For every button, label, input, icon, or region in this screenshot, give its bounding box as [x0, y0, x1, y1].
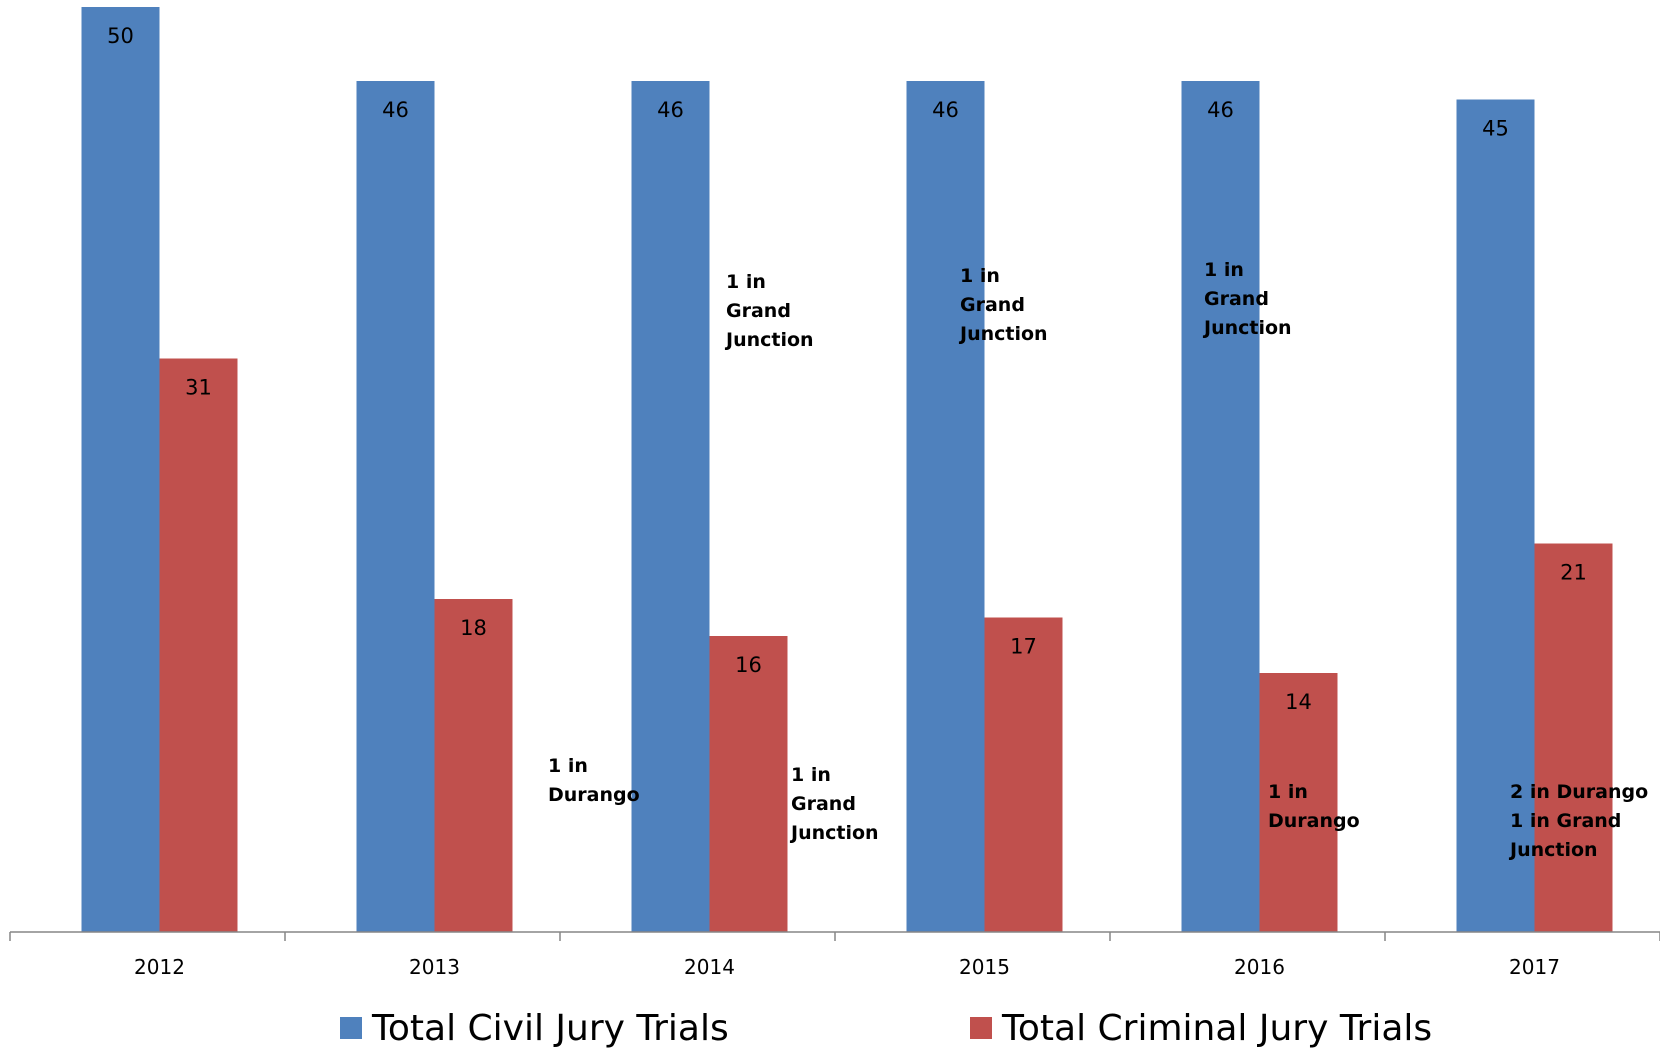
legend-label-civil: Total Civil Jury Trials	[372, 1007, 729, 1049]
civil-value-label-2015: 46	[932, 98, 959, 122]
annotation-line: Junction	[958, 323, 1048, 345]
annotation-line: Grand	[960, 294, 1025, 316]
annotation-line: 1 in	[726, 271, 766, 293]
annotation-line: Junction	[1202, 317, 1292, 339]
x-tick-label-2014: 2014	[684, 955, 735, 979]
criminal-value-label-2012: 31	[185, 376, 212, 400]
criminal-bar-2015	[984, 617, 1063, 932]
criminal-value-label-2016: 14	[1285, 690, 1312, 714]
criminal-bar-2013	[434, 599, 513, 932]
legend-swatch-civil	[340, 1017, 362, 1039]
annotation-2017-6: 2 in Durango 1 in Grand Junction	[1508, 781, 1648, 861]
annotation-2013-0: 1 in Durango	[548, 755, 640, 806]
civil-value-label-2016: 46	[1207, 98, 1234, 122]
annotation-line: Durango	[548, 784, 640, 806]
criminal-value-label-2013: 18	[460, 616, 487, 640]
annotation-2015-3: 1 in Grand Junction	[958, 265, 1048, 345]
civil-bar-2014	[631, 81, 710, 932]
annotation-2016-5: 1 in Durango	[1268, 781, 1360, 832]
x-tick-label-2016: 2016	[1234, 955, 1285, 979]
criminal-bar-2014	[709, 636, 788, 932]
x-tick-label-2017: 2017	[1509, 955, 1560, 979]
annotation-line: 1 in	[960, 265, 1000, 287]
annotation-line: Junction	[724, 329, 814, 351]
annotation-line: Grand	[1204, 288, 1269, 310]
legend-item-civil: Total Civil Jury Trials	[340, 1007, 729, 1049]
civil-bar-2016	[1181, 81, 1260, 932]
annotation-2014-2: 1 in Grand Junction	[789, 764, 879, 844]
annotation-2014-1: 1 in Grand Junction	[724, 271, 814, 351]
annotation-line: Junction	[1508, 839, 1598, 861]
annotation-2016-4: 1 in Grand Junction	[1202, 259, 1292, 339]
x-axis: 2012 2013 2014 2015 2016 2017	[9, 931, 1660, 979]
annotation-line: 1 in	[548, 755, 588, 777]
x-tick-label-2012: 2012	[134, 955, 185, 979]
annotation-line: 1 in	[791, 764, 831, 786]
annotation-line: 1 in	[1204, 259, 1244, 281]
criminal-bar-2016	[1259, 673, 1338, 932]
civil-bar-2013	[356, 81, 435, 932]
x-tick-label-2013: 2013	[409, 955, 460, 979]
legend-swatch-criminal	[970, 1017, 992, 1039]
criminal-value-label-2014: 16	[735, 653, 762, 677]
x-tick-label-2015: 2015	[959, 955, 1010, 979]
bars	[81, 7, 1613, 932]
civil-bar-2017	[1456, 99, 1535, 932]
legend-item-criminal: Total Criminal Jury Trials	[970, 1007, 1433, 1049]
annotation-line: Durango	[1268, 810, 1360, 832]
civil-bar-2015	[906, 81, 985, 932]
criminal-value-label-2017: 21	[1560, 561, 1587, 585]
civil-value-label-2017: 45	[1482, 117, 1509, 141]
civil-value-label-2012: 50	[107, 24, 134, 48]
annotations: 1 in Durango 1 in Grand Junction 1 in Grand Jun…	[548, 259, 1648, 861]
annotation-line: 1 in Grand	[1510, 810, 1621, 832]
criminal-bar-2012	[159, 358, 238, 932]
civil-value-label-2013: 46	[382, 98, 409, 122]
annotation-line: Grand	[726, 300, 791, 322]
annotation-line: 1 in	[1268, 781, 1308, 803]
legend-label-criminal: Total Criminal Jury Trials	[1002, 1007, 1433, 1049]
annotation-line: Grand	[791, 793, 856, 815]
annotation-line: Junction	[789, 822, 879, 844]
criminal-bar-2017	[1534, 543, 1613, 932]
criminal-value-label-2015: 17	[1010, 635, 1037, 659]
value-labels: 50 46 46 46 46 45 31 18 16 17 14 21	[107, 24, 1587, 714]
civil-value-label-2014: 46	[657, 98, 684, 122]
annotation-line: 2 in Durango	[1510, 781, 1648, 803]
civil-bar-2012	[81, 7, 160, 932]
